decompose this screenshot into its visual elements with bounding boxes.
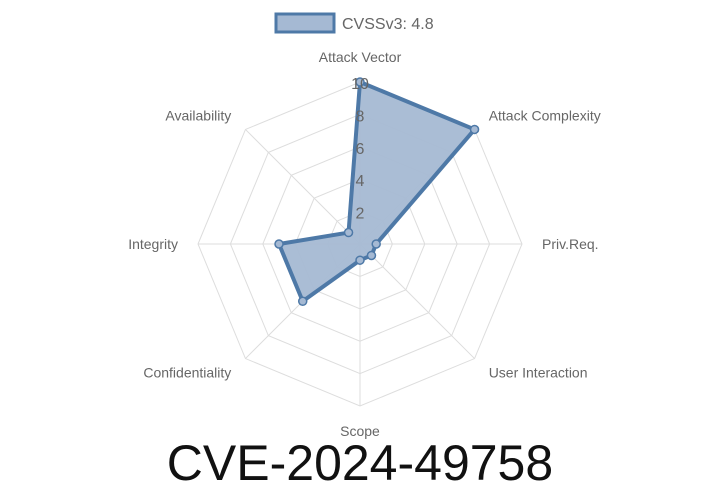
data-point bbox=[343, 227, 354, 238]
data-point bbox=[355, 77, 365, 87]
page-title: CVE-2024-49758 bbox=[166, 435, 554, 491]
grid-spoke bbox=[245, 129, 361, 245]
axis-label: Attack Vector bbox=[319, 49, 402, 65]
tick-label: 8 bbox=[356, 108, 365, 125]
data-point bbox=[366, 250, 377, 261]
data-point bbox=[371, 239, 381, 249]
grid-spoke bbox=[359, 243, 475, 359]
data-point bbox=[355, 255, 365, 265]
axis-label: Confidentiality bbox=[143, 365, 231, 381]
tick-label: 2 bbox=[356, 206, 365, 223]
axis-label: Integrity bbox=[128, 236, 178, 252]
tick-label: 10 bbox=[351, 76, 369, 93]
data-point bbox=[469, 124, 480, 135]
tick-label: 6 bbox=[356, 141, 365, 158]
axis-label: Priv.Req. bbox=[542, 236, 599, 252]
data-point bbox=[274, 239, 284, 249]
legend-label: CVSSv3: 4.8 bbox=[342, 16, 434, 33]
tick-label: 4 bbox=[356, 173, 365, 190]
data-point bbox=[297, 296, 308, 307]
axis-label: User Interaction bbox=[489, 365, 588, 381]
axis-label: Attack Complexity bbox=[489, 107, 601, 123]
axis-label: Scope bbox=[340, 423, 380, 439]
axis-label: Availability bbox=[165, 107, 231, 123]
legend-swatch bbox=[274, 12, 336, 34]
